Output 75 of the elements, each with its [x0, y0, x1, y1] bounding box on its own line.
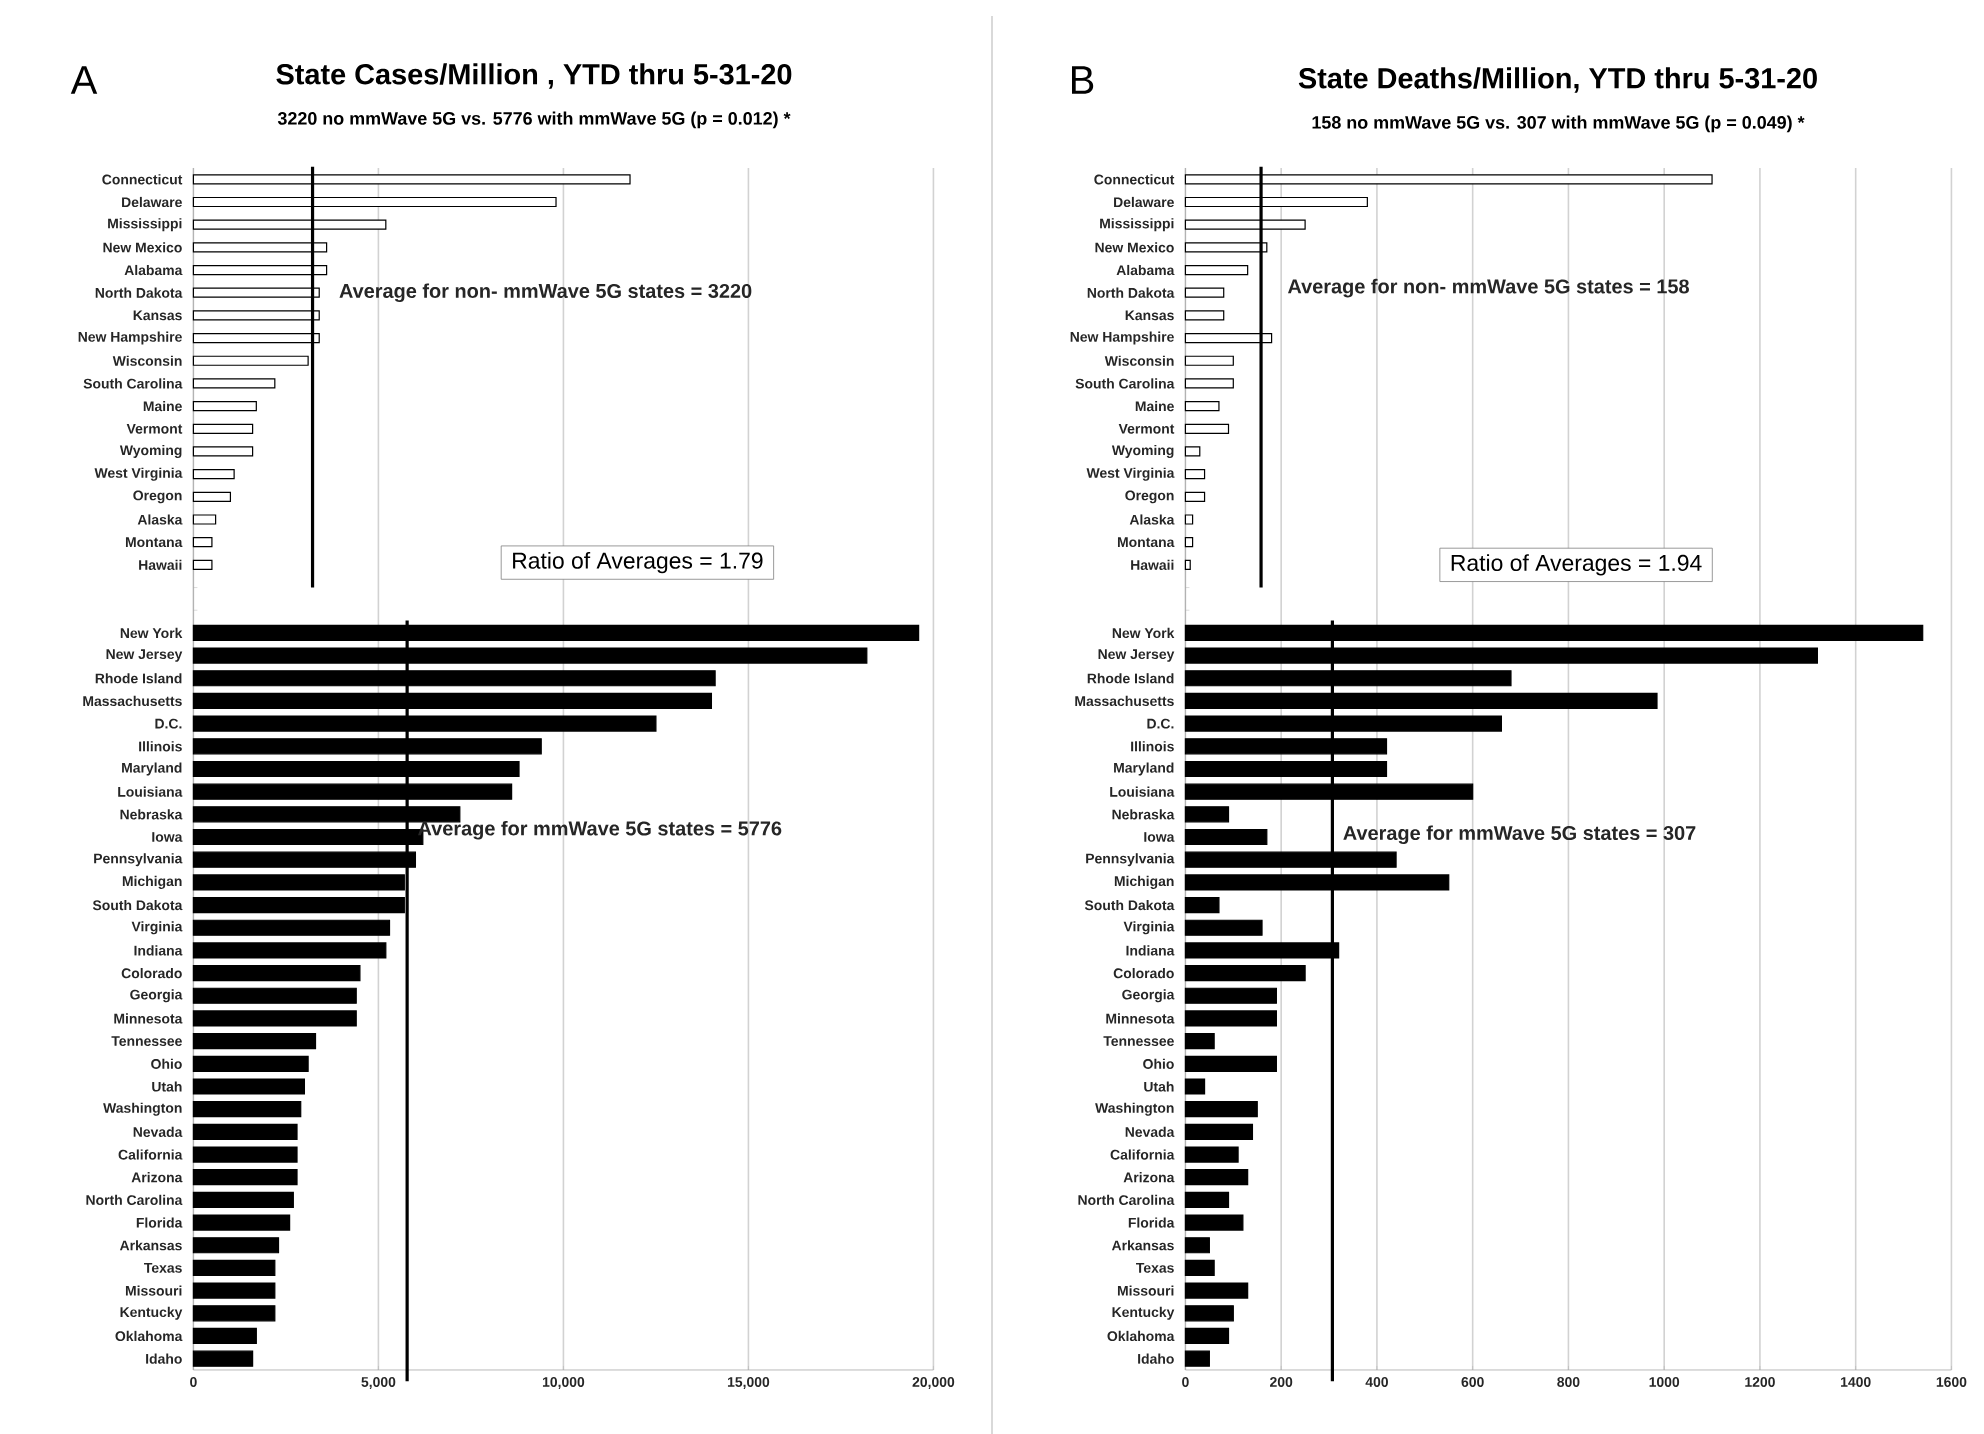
bar: [192, 941, 387, 959]
bar: [192, 964, 361, 981]
bar: [192, 1100, 302, 1117]
bar: [1184, 919, 1263, 936]
bar: [192, 1191, 294, 1208]
bar: [1184, 264, 1249, 275]
bar: [192, 1327, 257, 1344]
bar: [1184, 828, 1268, 845]
text: B: [1072, 65, 1094, 94]
bar: [192, 1350, 254, 1367]
bar: [1184, 1350, 1210, 1367]
bar: [1184, 355, 1234, 366]
bar: [1184, 559, 1191, 570]
bar: [1184, 896, 1220, 913]
bar: [1184, 1282, 1249, 1299]
bar: [192, 468, 235, 479]
bar: [1184, 445, 1201, 457]
annotation: Ratio of Averages = 1.79: [513, 551, 763, 573]
bar: [192, 1282, 276, 1299]
bar: [1184, 491, 1206, 502]
bar: [192, 445, 254, 457]
bar: [1184, 287, 1225, 298]
ref-line-label: Average for non- mmWave 5G states = 158: [1287, 278, 1689, 298]
bar: [1184, 1236, 1210, 1253]
bar: [192, 1032, 317, 1049]
bar: [192, 536, 213, 547]
ref-line-label: Average for mmWave 5G states = 307: [1343, 824, 1696, 844]
bar: [1184, 1191, 1230, 1208]
bar: [192, 1236, 280, 1253]
bar: [192, 513, 217, 525]
annotation: Ratio of Averages = 1.94: [1451, 553, 1702, 576]
bar: [1184, 987, 1277, 1004]
bar: [1184, 1304, 1234, 1321]
bar: [192, 1168, 298, 1185]
bar: [1184, 400, 1220, 411]
bar: [1184, 1032, 1215, 1049]
chart-title: State Deaths/Million, YTD thru 5-31-20: [1298, 66, 1817, 93]
bar: [1184, 1077, 1206, 1095]
bar: [1184, 1009, 1277, 1027]
bar: [1184, 1145, 1239, 1163]
bar: [1184, 1055, 1277, 1072]
bar: [192, 919, 391, 936]
bar: [1184, 377, 1234, 389]
bar: [192, 987, 357, 1004]
bar: [1184, 1168, 1249, 1185]
text: A: [70, 65, 98, 94]
bar: [192, 423, 254, 434]
chart-title: State Cases/Million , YTD thru 5-31-20: [276, 62, 792, 89]
bar: [192, 377, 276, 389]
bar: [192, 1304, 276, 1321]
bar: [1184, 964, 1306, 981]
ref-line-label: Average for non- mmWave 5G states = 3220: [339, 282, 752, 302]
bar: [192, 1259, 276, 1276]
bar: [192, 491, 232, 502]
bar: [1184, 1327, 1230, 1344]
bar: [1184, 536, 1194, 547]
chart-subtitle: 158 no mmWave 5G vs. 307 with mmWave 5G (p = 0.049) *: [1312, 115, 1805, 132]
bar: [192, 1077, 306, 1095]
bar: [1184, 1100, 1258, 1117]
bar: [192, 1123, 298, 1140]
bar: [192, 400, 257, 411]
bar: [1184, 1214, 1244, 1231]
bar: [1184, 805, 1230, 822]
bar: [1184, 309, 1225, 321]
bar: [192, 1145, 298, 1163]
bar: [192, 559, 213, 570]
bar: [1184, 1259, 1215, 1276]
bar: [192, 1009, 357, 1027]
chart-subtitle: 3220 no mmWave 5G vs. 5776 with mmWave 5G (p = 0.012) *: [277, 111, 791, 128]
bar: [1184, 513, 1194, 525]
bar: [192, 1055, 309, 1072]
bar: [1184, 423, 1230, 434]
bar: [1184, 468, 1206, 479]
bar: [1184, 1123, 1254, 1140]
bar: [192, 1214, 291, 1231]
